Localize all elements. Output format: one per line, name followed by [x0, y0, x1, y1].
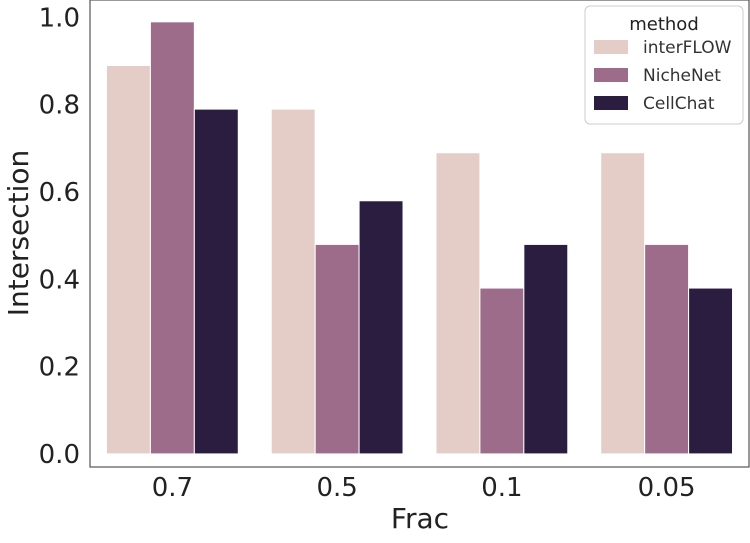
bar-interFLOW-0.5	[270, 108, 316, 455]
y-tick-label: 0.4	[39, 265, 80, 295]
bar-CellChat-0.7	[193, 108, 239, 455]
legend-swatch-interFLOW	[594, 40, 628, 54]
y-axis-label: Intersection	[2, 150, 35, 317]
bar-NicheNet-0.5	[314, 243, 360, 455]
legend-title: method	[629, 14, 699, 35]
x-axis-label: Frac	[391, 502, 449, 535]
bars-layer	[105, 21, 734, 455]
legend-swatch-CellChat	[594, 96, 628, 110]
y-tick-label: 0.2	[39, 353, 80, 383]
bar-interFLOW-0.05	[600, 152, 646, 455]
y-tick-label: 0.0	[39, 440, 80, 470]
legend-swatch-NicheNet	[594, 68, 628, 82]
bar-CellChat-0.5	[358, 200, 404, 455]
legend-box	[584, 5, 744, 125]
x-tick-label: 0.05	[638, 473, 696, 503]
y-tick-labels: 0.0 0.2 0.4 0.6 0.8 1.0	[39, 3, 80, 469]
bar-CellChat-0.1	[523, 243, 569, 455]
legend-label-CellChat: CellChat	[643, 94, 715, 114]
legend-label-NicheNet: NicheNet	[643, 66, 721, 86]
legend-label-interFLOW: interFLOW	[643, 38, 732, 58]
bar-NicheNet-0.05	[644, 243, 690, 455]
x-tick-label: 0.1	[481, 473, 522, 503]
x-tick-label: 0.5	[316, 473, 357, 503]
legend: method interFLOW NicheNet CellChat	[584, 5, 744, 125]
legend-items: interFLOW NicheNet CellChat	[594, 38, 732, 114]
y-tick-label: 0.8	[39, 91, 80, 121]
bar-interFLOW-0.1	[435, 152, 481, 455]
x-tick-label: 0.7	[152, 473, 193, 503]
bar-NicheNet-0.7	[149, 21, 195, 455]
bar-interFLOW-0.7	[105, 64, 151, 455]
y-tick-label: 0.6	[39, 178, 80, 208]
bar-NicheNet-0.1	[479, 287, 525, 455]
y-tick-label: 1.0	[39, 3, 80, 33]
x-tick-labels: 0.7 0.5 0.1 0.05	[152, 473, 696, 503]
bar-CellChat-0.05	[688, 287, 734, 455]
